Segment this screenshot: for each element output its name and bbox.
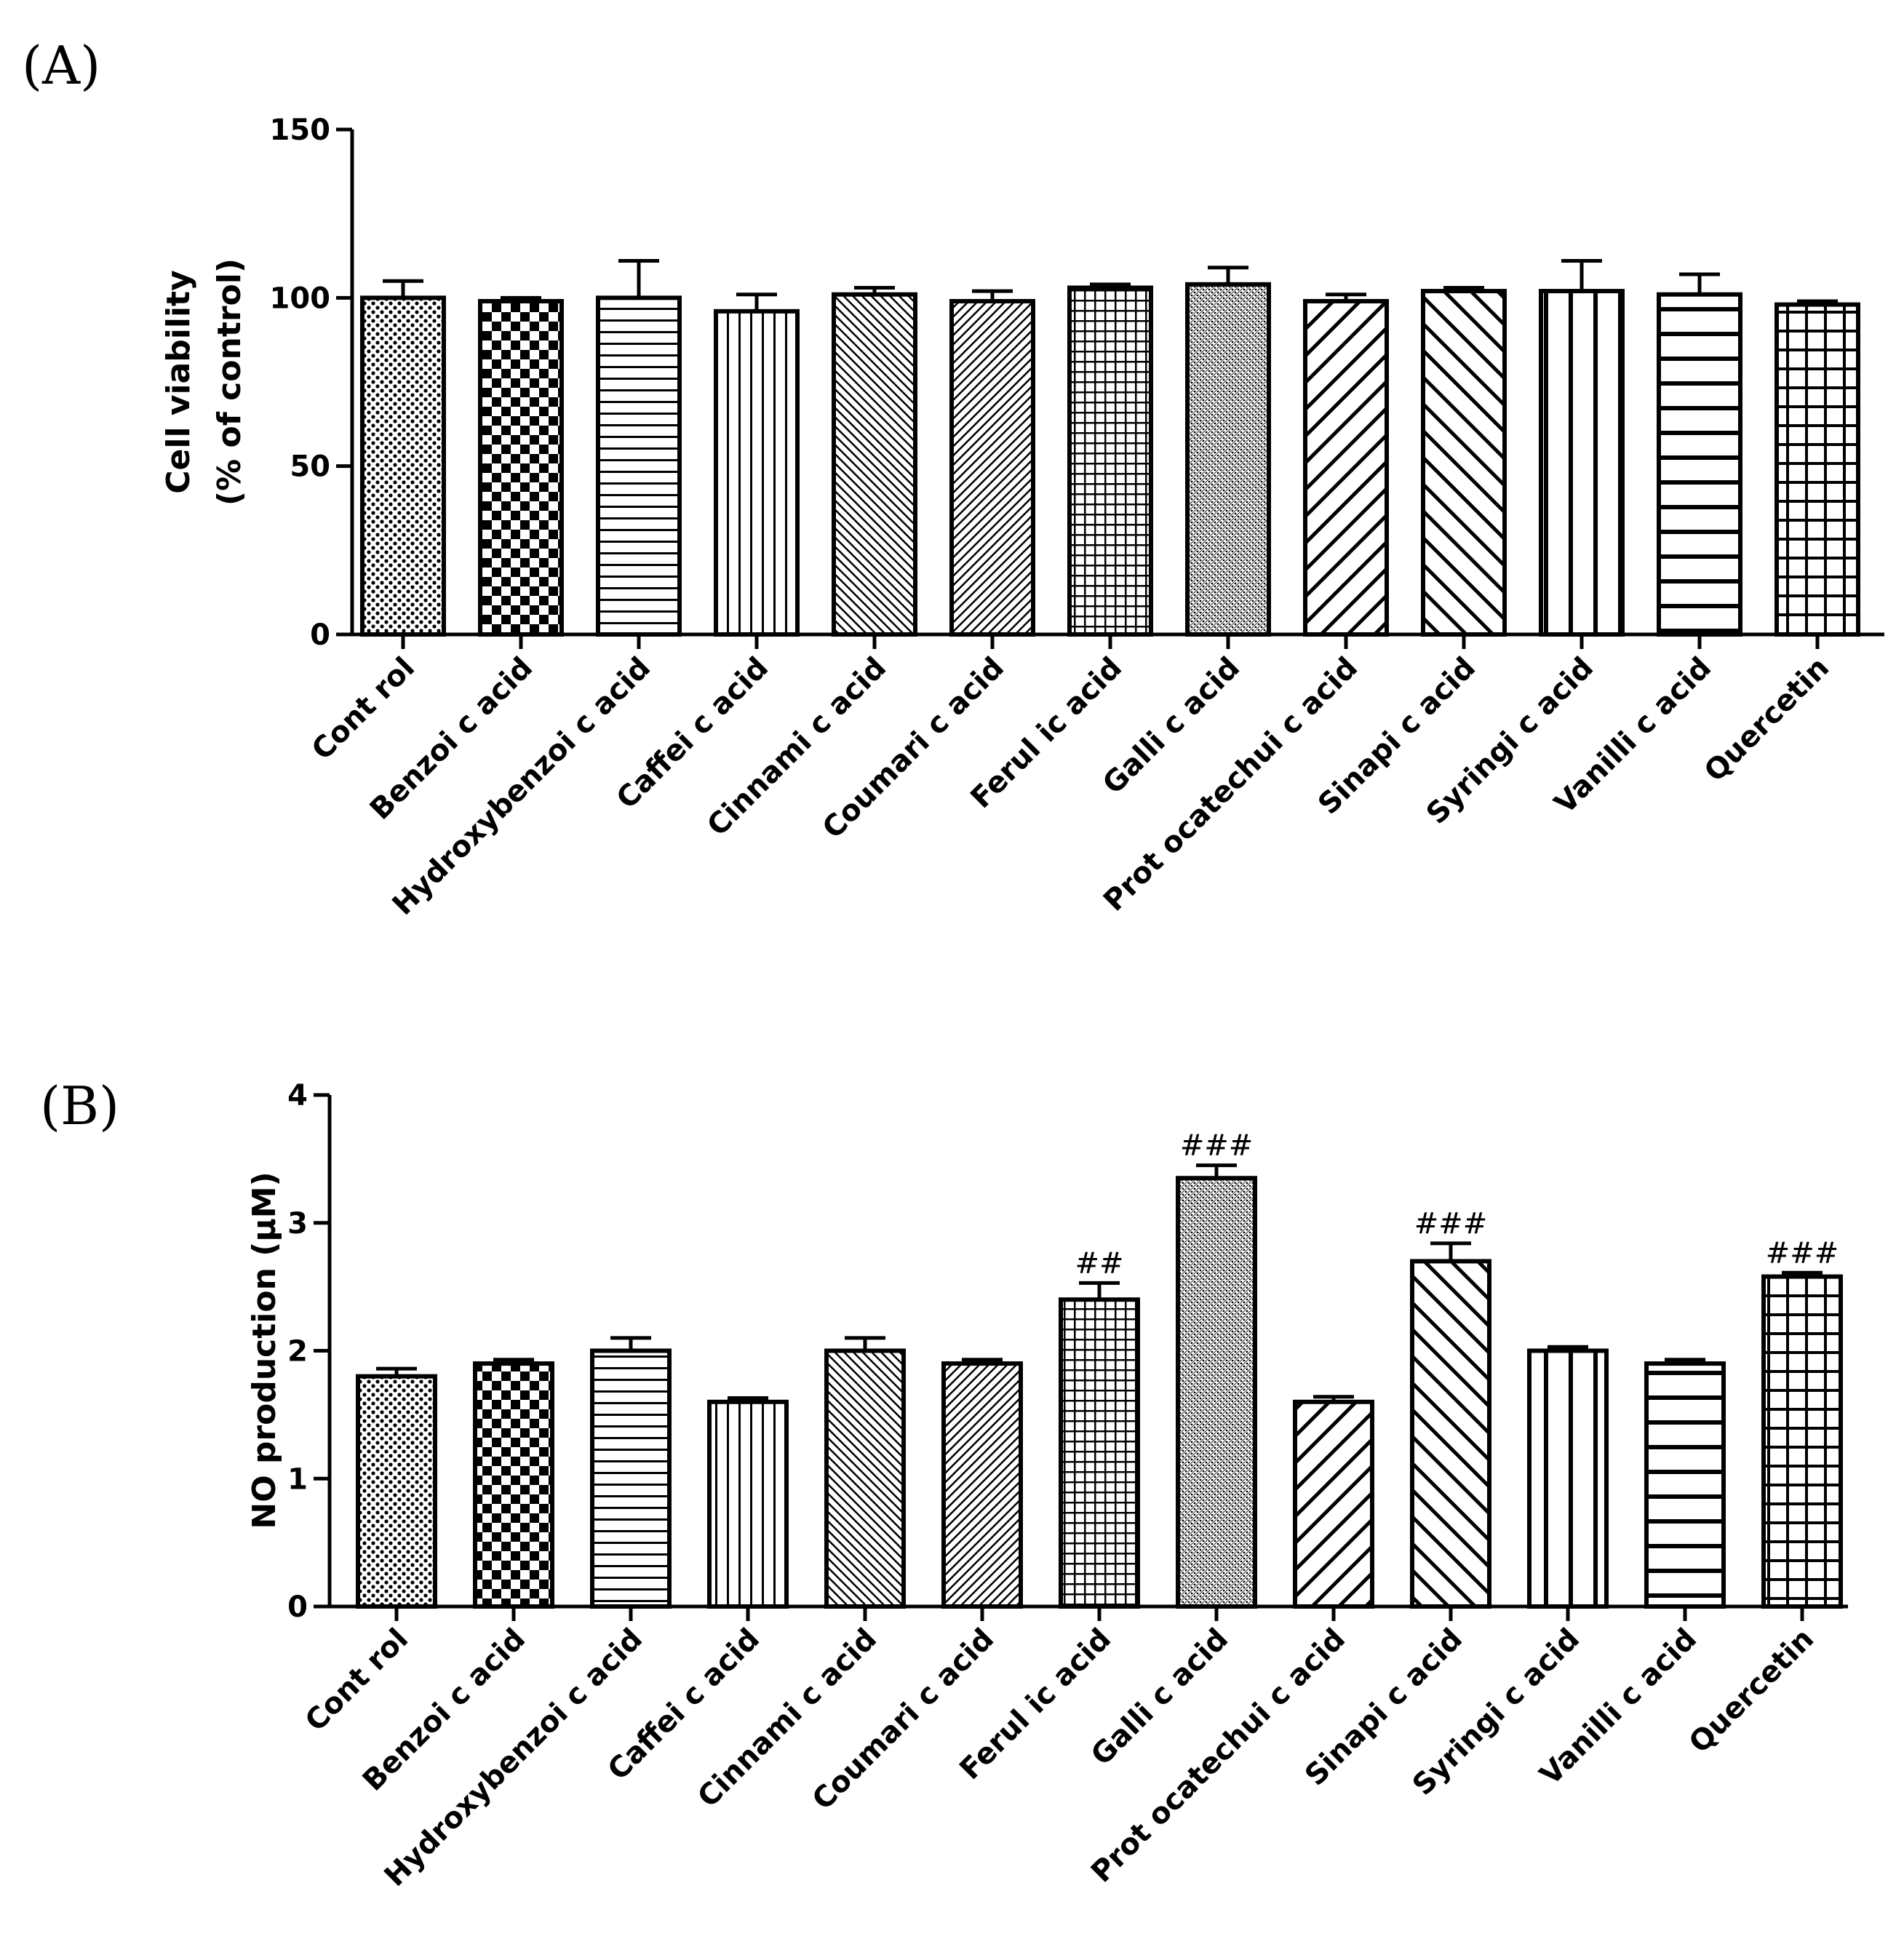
significance-label: ###	[1766, 1236, 1839, 1270]
bar	[1176, 1176, 1257, 1609]
bar	[1527, 1348, 1609, 1609]
bar	[1539, 289, 1625, 637]
significance-label: ##	[1075, 1246, 1123, 1280]
y-axis-subtitle: (% of control)	[211, 258, 248, 506]
bar	[1059, 1297, 1140, 1609]
y-axis-title: NO production (μM)	[246, 1171, 283, 1529]
y-tick-label: 1	[287, 1462, 308, 1496]
bar	[360, 295, 446, 637]
y-tick-label: 2	[287, 1335, 308, 1369]
bar	[824, 1348, 906, 1609]
bar	[1293, 1399, 1374, 1609]
significance-label: ###	[1414, 1207, 1488, 1241]
bar	[707, 1399, 789, 1609]
bar	[1410, 1259, 1491, 1609]
significance-label: ###	[1180, 1129, 1254, 1163]
bar	[941, 1361, 1023, 1609]
bar	[1657, 292, 1742, 637]
bar	[590, 1348, 672, 1609]
panel-label: (B)	[40, 1075, 119, 1136]
y-tick-label: 0	[287, 1590, 308, 1624]
bar	[596, 295, 682, 637]
x-tick-label: Cont rol	[299, 1622, 415, 1738]
x-tick-label: Quercetin	[1683, 1622, 1820, 1760]
bar	[1303, 298, 1389, 637]
y-tick-label: 150	[270, 114, 331, 147]
x-tick-label: Quercetin	[1698, 651, 1836, 789]
y-tick-label: 4	[287, 1079, 308, 1112]
bar	[1761, 1274, 1843, 1609]
y-tick-label: 3	[287, 1207, 308, 1241]
y-tick-label: 50	[290, 450, 330, 484]
bar	[1774, 302, 1860, 637]
bar	[478, 298, 564, 637]
bar	[356, 1374, 437, 1609]
y-axis-title: Cell viability	[160, 270, 197, 494]
bar	[949, 298, 1035, 637]
panel-label: (A)	[22, 35, 100, 96]
chart-panel-a: (A) Cell viability (% of control) 0 50 100 150…	[22, 35, 1884, 922]
bar	[1185, 282, 1271, 637]
bar	[1421, 289, 1507, 637]
y-tick-label: 100	[270, 282, 331, 315]
bar	[1067, 285, 1153, 637]
y-tick-label: 0	[310, 618, 330, 652]
bar	[714, 308, 800, 637]
x-tick-label: Cont rol	[306, 651, 421, 767]
bar	[473, 1361, 554, 1609]
bar	[1644, 1361, 1726, 1609]
bar	[832, 292, 917, 637]
